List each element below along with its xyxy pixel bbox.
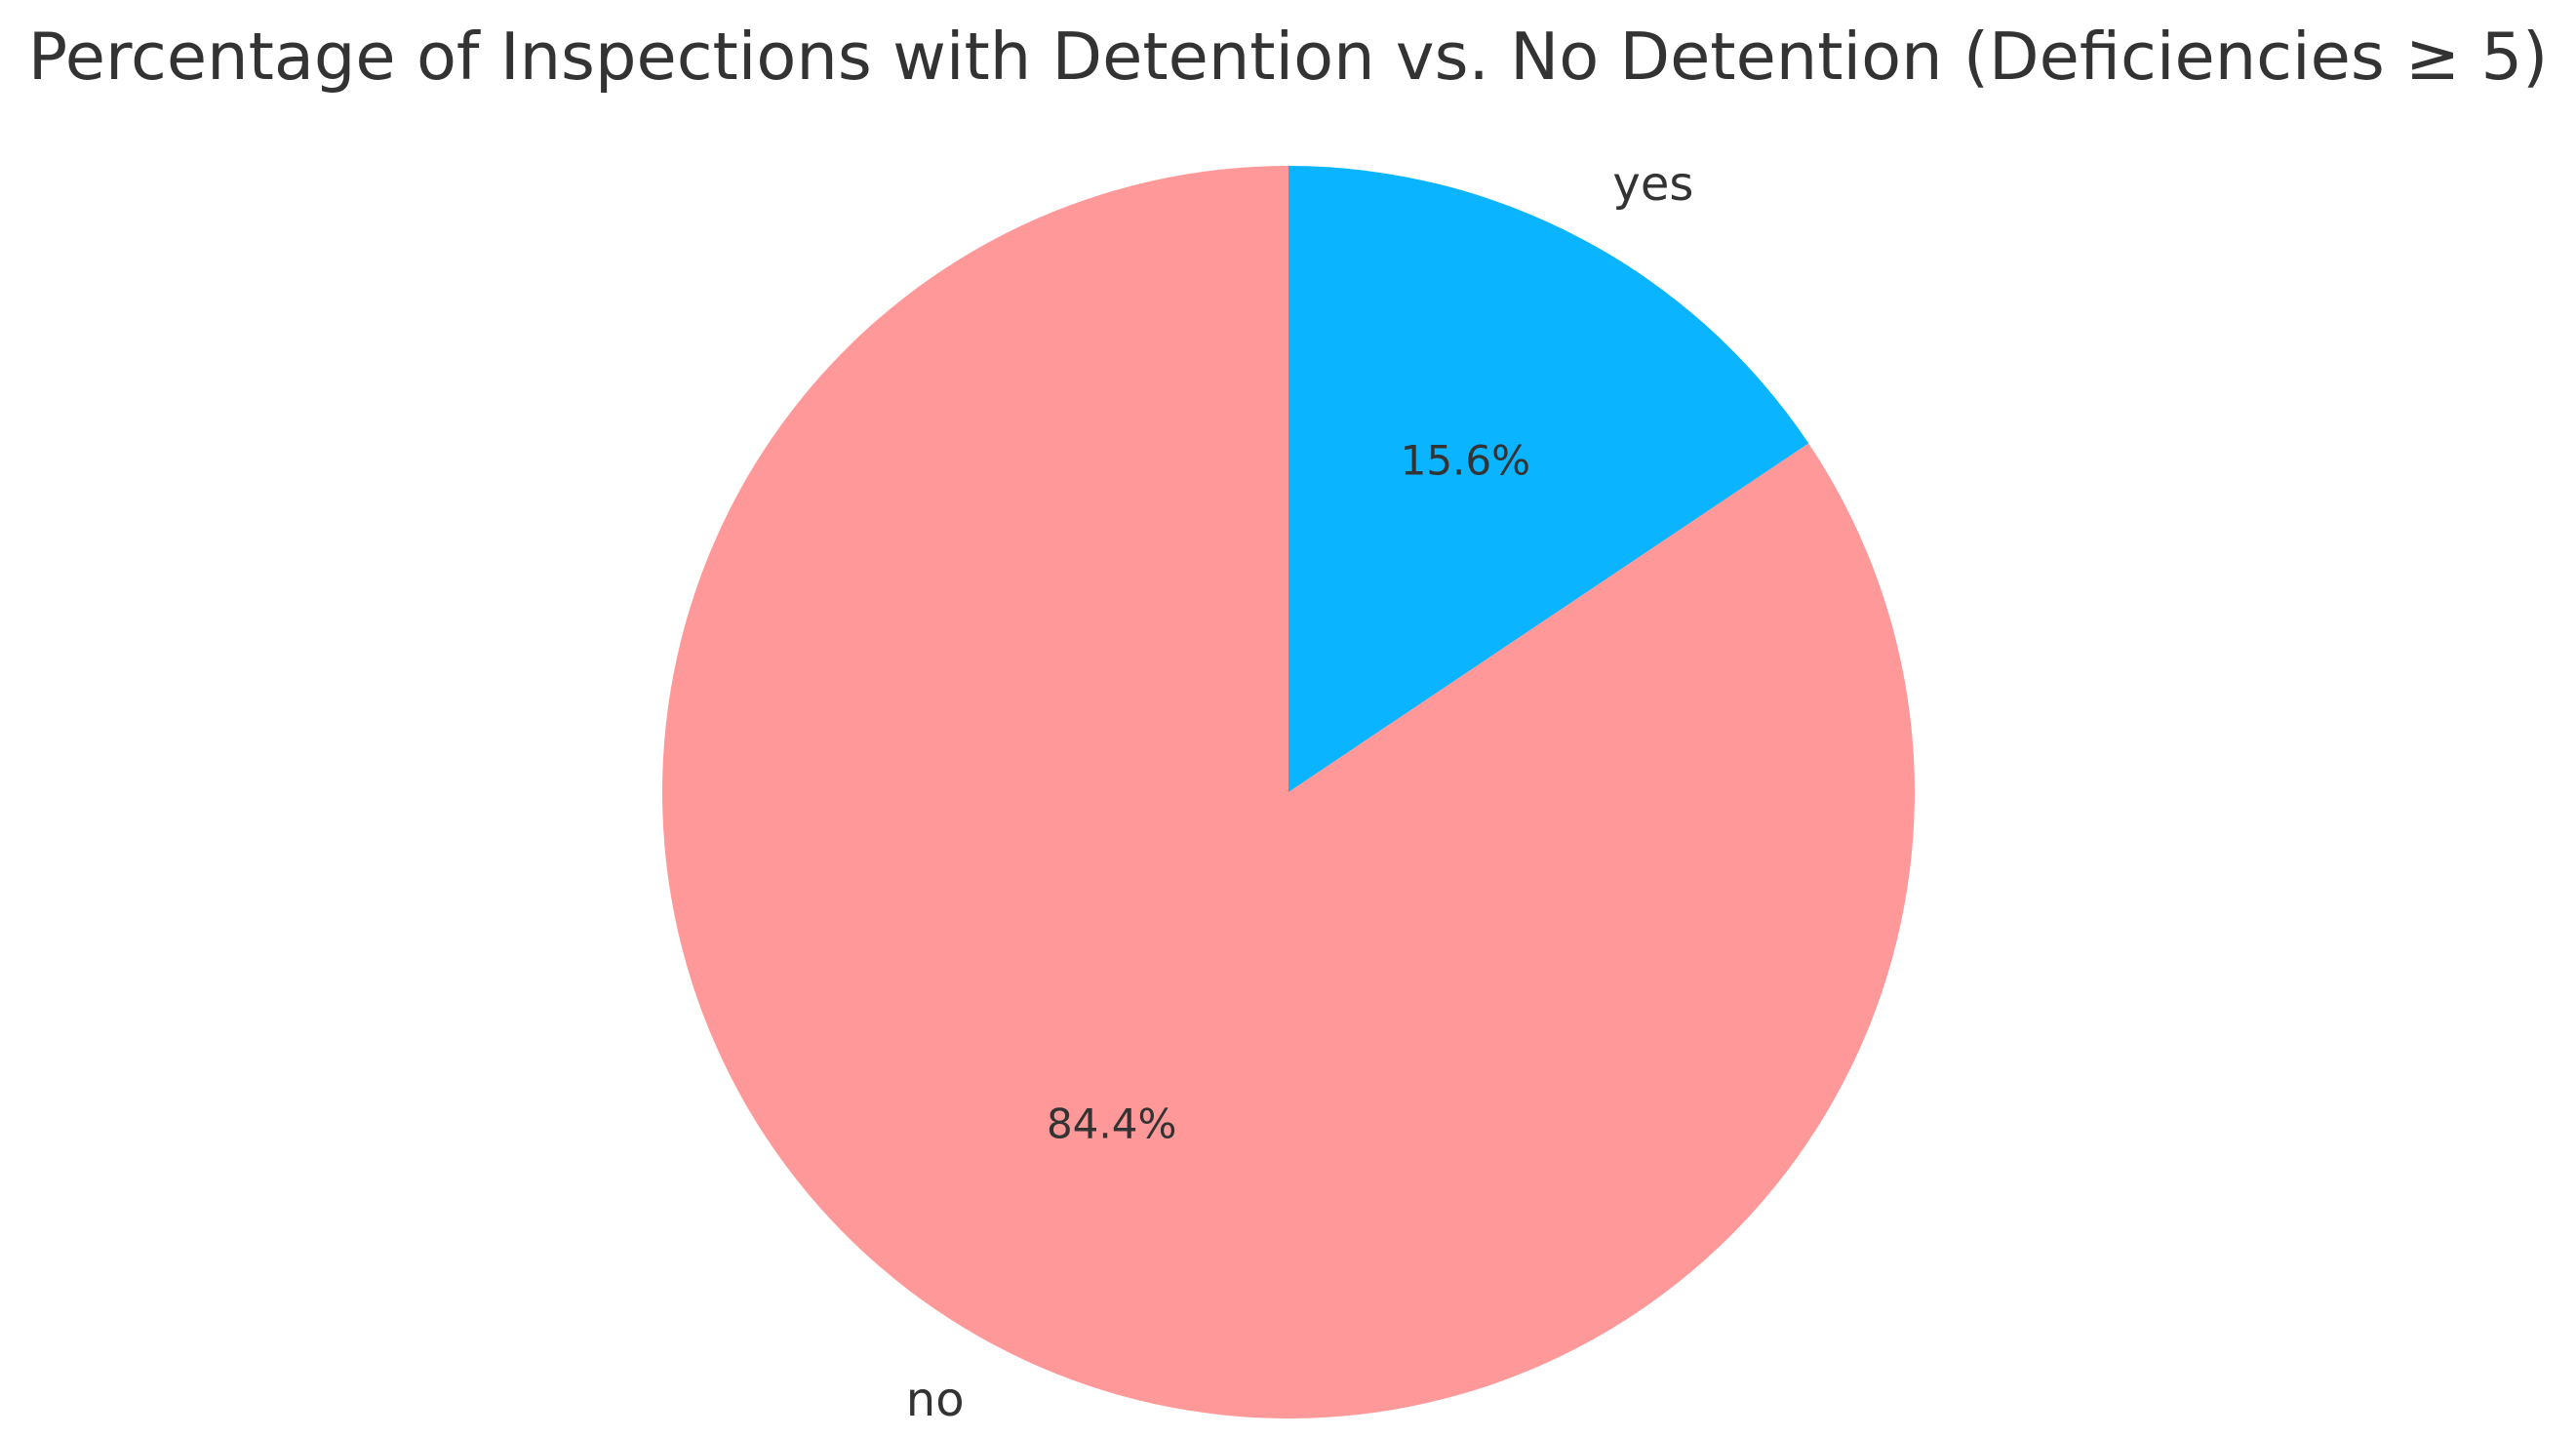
pie-slice-yes	[1288, 166, 1809, 792]
pie-pct-label-yes: 15.6%	[1401, 437, 1530, 485]
pie-slice-no	[661, 166, 1915, 1418]
chart-title: Percentage of Inspections with Detention…	[27, 19, 2549, 95]
pie-slice-label-no: no	[906, 1373, 965, 1427]
pie-slice-label-yes: yes	[1612, 157, 1693, 212]
pie-pct-label-no: 84.4%	[1047, 1099, 1176, 1147]
